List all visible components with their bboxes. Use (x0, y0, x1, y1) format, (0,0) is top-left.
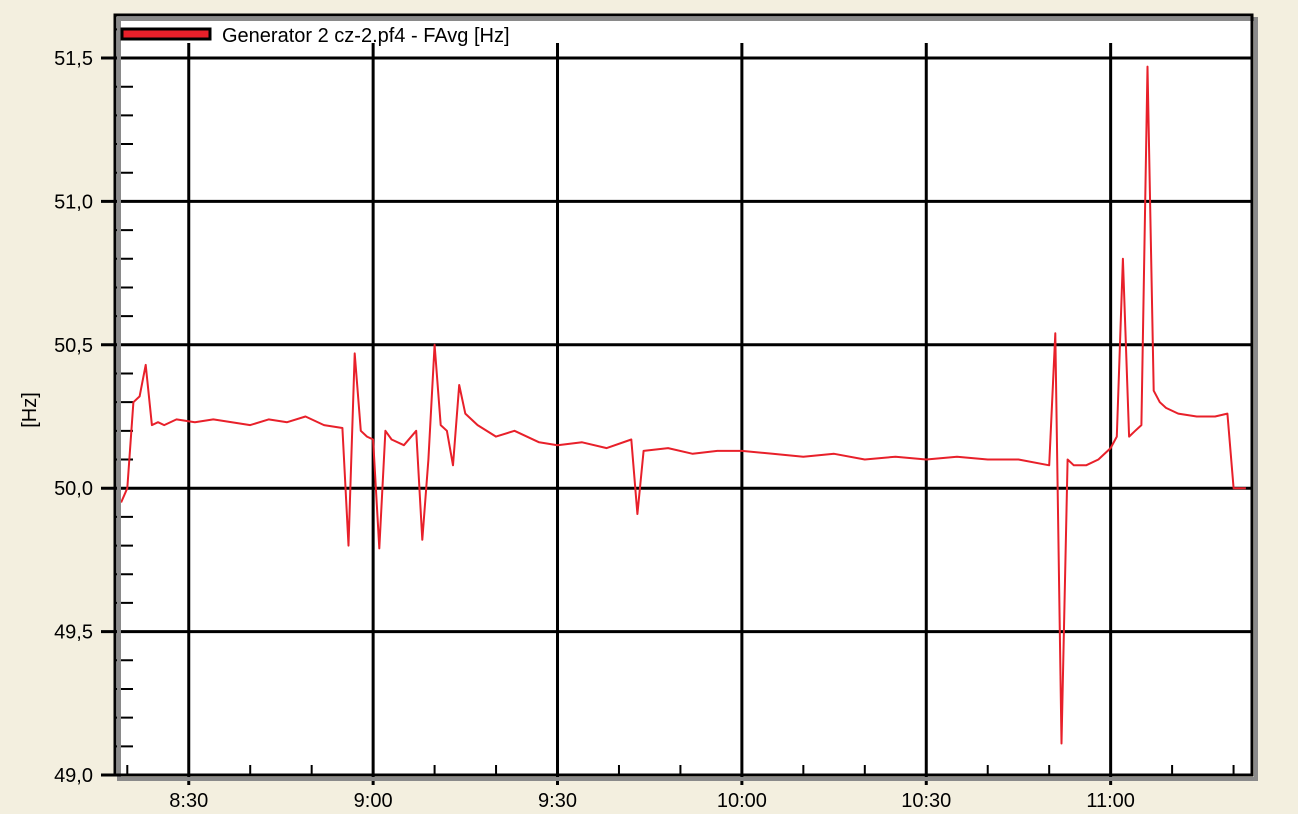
legend-swatch (120, 27, 212, 41)
y-tick-label: 49,5 (54, 622, 93, 644)
y-tick-label: 50,5 (54, 335, 93, 357)
plot-area (115, 15, 1252, 775)
y-tick-label: 49,0 (54, 765, 93, 787)
series-line (120, 65, 1246, 745)
x-tick-label: 9:00 (354, 790, 393, 812)
legend-label: Generator 2 cz-2.pf4 - FAvg [Hz] (222, 25, 510, 47)
x-tick-label: 10:00 (717, 790, 767, 812)
y-tick-label: 51,5 (54, 48, 93, 70)
x-tick-label: 9:30 (538, 790, 577, 812)
y-axis-title: [Hz] (19, 392, 41, 428)
x-tick-label: 10:30 (901, 790, 951, 812)
y-tick-label: 50,0 (54, 478, 93, 500)
plot-shadow (117, 17, 1258, 781)
x-tick-label: 8:30 (169, 790, 208, 812)
y-tick-label: 51,0 (54, 191, 93, 213)
x-tick-label: 11:00 (1086, 790, 1135, 812)
plot-border (113, 13, 1254, 777)
